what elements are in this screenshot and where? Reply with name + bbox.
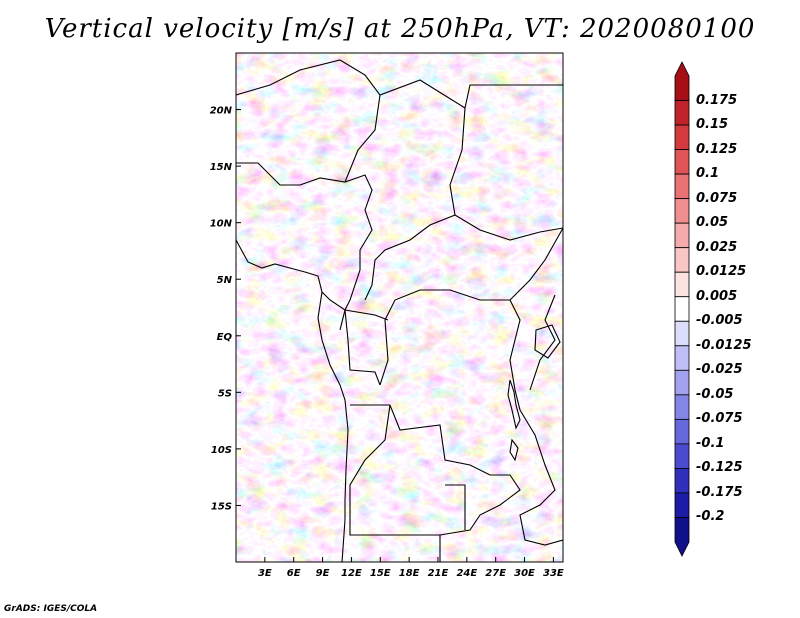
colorbar-swatch [674, 222, 690, 249]
colorbar-label: 0.05 [696, 215, 729, 231]
colorbar-swatch [674, 198, 690, 224]
colorbar-swatch [674, 418, 690, 445]
lake-outline [534, 324, 561, 359]
colorbar-label: -0.025 [696, 362, 743, 378]
x-tick-label: 18E [399, 568, 420, 579]
colorbar-swatch [674, 345, 690, 371]
x-tick-label: 33E [543, 568, 564, 579]
footer-credit: GrADS: IGES/COLA [4, 604, 98, 614]
colorbar-swatch [674, 394, 690, 420]
colorbar-swatch [674, 247, 690, 273]
y-axis: 20N 15N 10N 5N EQ 5S 10S 15S [210, 106, 241, 512]
colorbar-label: -0.005 [696, 313, 743, 329]
x-axis: 3E 6E 9E 12E 15E 18E 21E 24E 27E 30E 33E [258, 557, 564, 579]
border-segment [454, 214, 563, 241]
colorbar-swatch [674, 100, 690, 126]
colorbar [674, 61, 690, 557]
x-tick-label: 6E [287, 568, 301, 579]
y-tick-label: 10S [211, 445, 232, 456]
border-segment [519, 409, 563, 546]
border-segment [344, 309, 381, 386]
colorbar-label: 0.0125 [696, 264, 747, 280]
colorbar-label: 0.15 [696, 117, 729, 133]
x-tick-label: 9E [316, 568, 330, 579]
colorbar-label: 0.025 [696, 239, 738, 255]
colorbar-swatch [674, 468, 690, 494]
border-segment [529, 294, 556, 391]
border-segment [349, 404, 441, 562]
x-tick-label: 3E [258, 568, 272, 579]
y-tick-label: 5S [218, 388, 232, 399]
colorbar-swatch [674, 492, 690, 518]
colorbar-swatch [674, 149, 690, 175]
colorbar-label: -0.2 [696, 509, 725, 525]
colorbar-label: -0.05 [696, 386, 734, 402]
colorbar-swatch [674, 271, 690, 298]
colorbar-label: -0.175 [696, 484, 743, 500]
colorbar-label: 0.125 [696, 141, 738, 157]
coastline-west-africa [236, 239, 349, 562]
colorbar-swatch [674, 369, 690, 396]
colorbar-swatch [674, 320, 690, 347]
x-tick-label: 30E [514, 568, 535, 579]
x-tick-label: 15E [370, 568, 391, 579]
colorbar-swatch [674, 173, 690, 200]
x-tick-label: 21E [428, 568, 449, 579]
velocity-field [236, 53, 563, 562]
border-segment [445, 484, 466, 530]
y-tick-label: EQ [217, 332, 233, 343]
colorbar-label: 0.005 [696, 288, 738, 304]
x-tick-label: 27E [485, 568, 506, 579]
y-tick-label: 15N [210, 162, 233, 173]
border-segment [236, 59, 381, 183]
border-segment [236, 162, 373, 331]
colorbar-swatch [674, 443, 690, 469]
colorbar-label: 0.075 [696, 190, 738, 206]
border-segment [509, 299, 521, 411]
country-borders [236, 59, 563, 562]
map-title: Vertical velocity [m/s] at 250hPa, VT: 2… [44, 14, 756, 44]
colorbar-label: 0.175 [696, 92, 738, 108]
lake-outline [509, 438, 519, 462]
y-tick-label: 5N [217, 275, 233, 286]
border-segment [379, 227, 563, 386]
border-segment [379, 79, 563, 109]
map-frame [235, 52, 564, 563]
y-tick-label: 10N [210, 219, 233, 230]
colorbar-label: -0.0125 [696, 337, 752, 353]
colorbar-swatch [674, 517, 690, 557]
colorbar-label: -0.1 [696, 435, 725, 451]
colorbar-label: -0.125 [696, 460, 743, 476]
colorbar-swatch [674, 296, 690, 322]
colorbar-label: 0.1 [696, 166, 720, 182]
border-segment [350, 404, 521, 536]
colorbar-label: -0.075 [696, 411, 743, 427]
colorbar-swatch [674, 61, 690, 101]
x-tick-label: 12E [341, 568, 362, 579]
y-tick-label: 15S [211, 501, 232, 512]
border-segment [364, 107, 466, 301]
x-tick-label: 24E [456, 568, 477, 579]
y-tick-label: 20N [210, 106, 233, 117]
lake-outline [507, 379, 521, 430]
colorbar-swatch [674, 124, 690, 150]
